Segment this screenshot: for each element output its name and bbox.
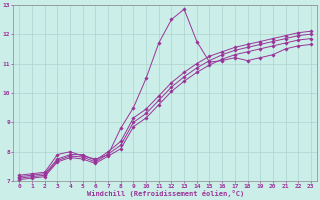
X-axis label: Windchill (Refroidissement éolien,°C): Windchill (Refroidissement éolien,°C) xyxy=(86,190,244,197)
